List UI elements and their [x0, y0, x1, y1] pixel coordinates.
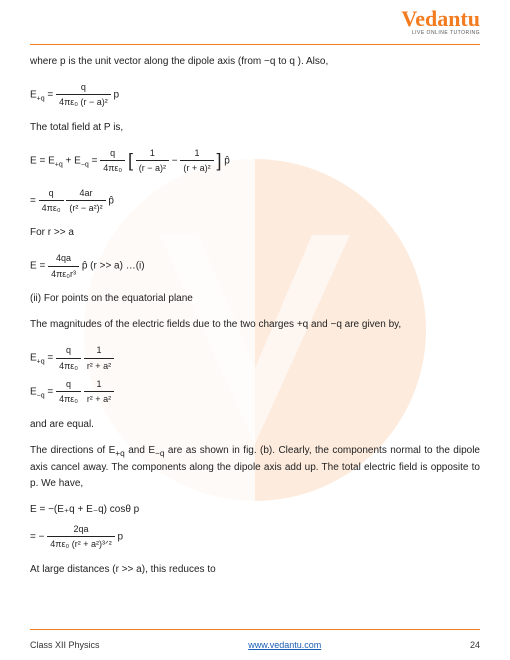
page-footer: Class XII Physics www.vedantu.com 24	[30, 640, 480, 650]
brand-tagline: LIVE ONLINE TUTORING	[401, 30, 480, 36]
footer-page-number: 24	[470, 640, 480, 650]
equation-5-line1: E = −(E₊q + E₋q) cosθ p	[30, 502, 480, 518]
paragraph-7: At large distances (r >> a), this reduce…	[30, 562, 480, 578]
paragraph-2: The total field at P is,	[30, 120, 480, 136]
equation-2-line1: E = E+q + E−q = q4πε₀ [ 1(r − a)² − 1(r …	[30, 146, 480, 176]
heading-ii: (ii) For points on the equatorial plane	[30, 291, 480, 307]
footer-divider	[30, 629, 480, 630]
paragraph-4: The magnitudes of the electric fields du…	[30, 317, 480, 333]
paragraph-6: The directions of E+q and E−q are as sho…	[30, 443, 480, 492]
page-content: where p is the unit vector along the dip…	[30, 54, 480, 620]
equation-1: E+q = q4πε₀ (r − a)² p	[30, 80, 480, 110]
header-divider	[30, 44, 480, 45]
equation-4b: E−q = q4πε₀ 1r² + a²	[30, 377, 480, 407]
paragraph-1: where p is the unit vector along the dip…	[30, 54, 480, 70]
brand-logo-text: Vedantu	[401, 8, 480, 30]
equation-4a: E+q = q4πε₀ 1r² + a²	[30, 343, 480, 373]
brand-header: Vedantu LIVE ONLINE TUTORING	[401, 8, 480, 36]
paragraph-3: For r >> a	[30, 225, 480, 241]
footer-url[interactable]: www.vedantu.com	[248, 640, 321, 650]
equation-5-line2: = − 2qa4πε₀ (r² + a²)³ᐟ² p	[30, 522, 480, 552]
equation-2-line2: = q4πε₀ 4ar(r² − a²)² p̂	[30, 186, 480, 216]
paragraph-5: and are equal.	[30, 417, 480, 433]
footer-class-label: Class XII Physics	[30, 640, 100, 650]
equation-3: E = 4qa4πε₀r³ p̂ (r >> a) …(i)	[30, 251, 480, 281]
